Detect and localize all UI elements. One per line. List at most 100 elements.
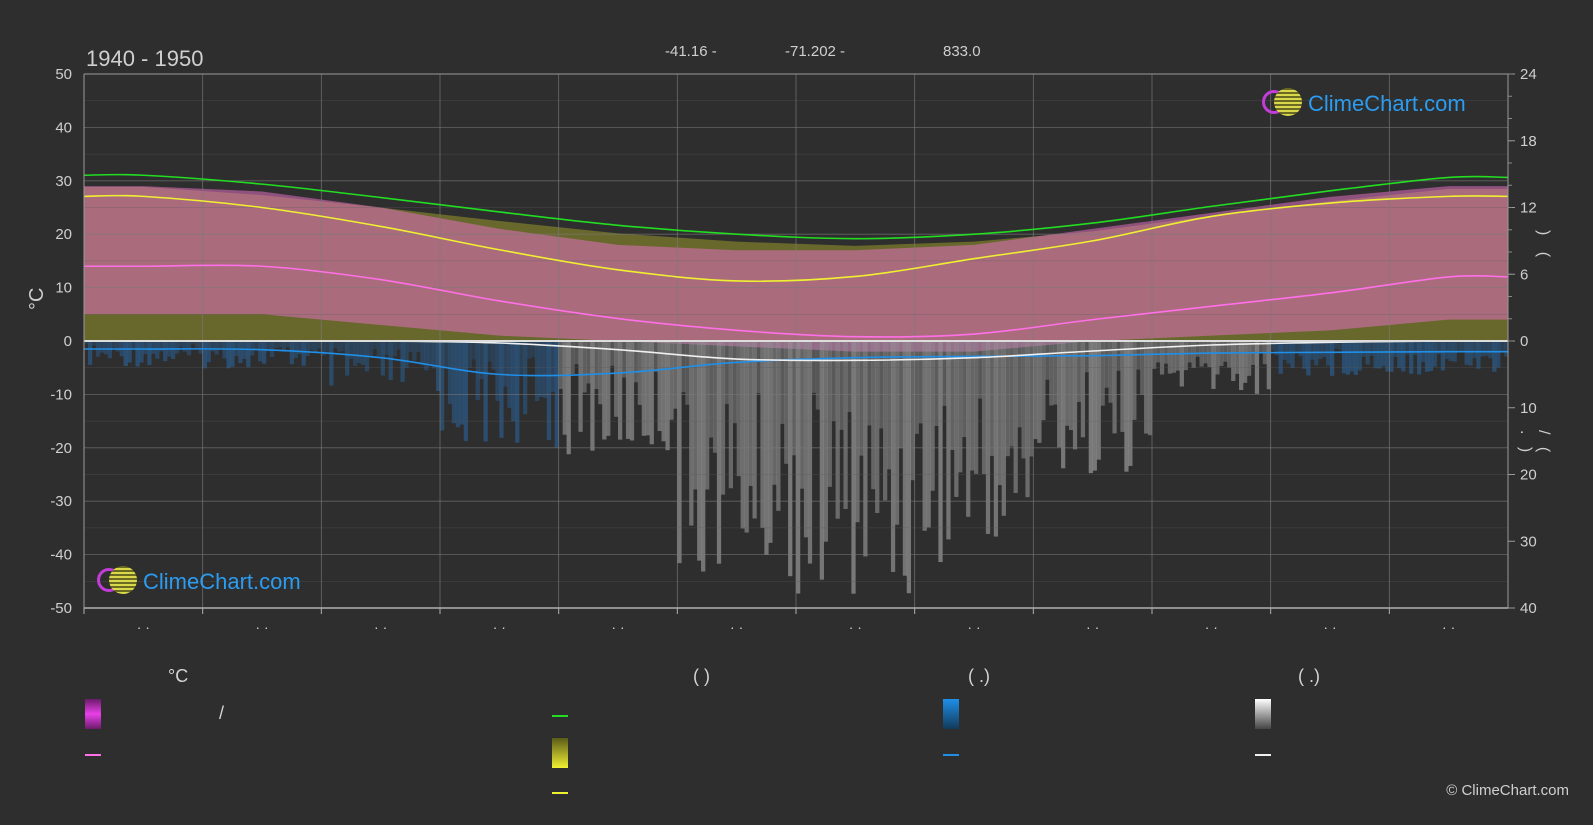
- precip-bar: [289, 341, 294, 365]
- precip-bar: [210, 341, 215, 352]
- precip-bar: [606, 341, 611, 436]
- left-tick-label: 50: [55, 66, 72, 83]
- precip-bar: [985, 341, 991, 534]
- precip-bar: [1072, 341, 1078, 450]
- precip-bar: [590, 341, 595, 451]
- precip-bar: [534, 341, 540, 402]
- precip-bar: [1235, 341, 1240, 374]
- precip-bar: [194, 341, 200, 348]
- precip-bar: [1405, 341, 1410, 355]
- precip-bar: [582, 341, 587, 393]
- precip-bar: [293, 341, 298, 358]
- precip-bar: [1413, 341, 1418, 356]
- precip-bar: [748, 341, 753, 486]
- precip-bar: [788, 341, 793, 577]
- precip-bar: [1171, 341, 1177, 373]
- left-tick-label: -50: [50, 600, 72, 617]
- precip-bar: [930, 341, 935, 491]
- precip-bar: [610, 341, 615, 366]
- precip-bar: [1013, 341, 1018, 493]
- logo-top[interactable]: ClimeChart.com: [1262, 88, 1466, 120]
- precip-bar: [1306, 341, 1311, 376]
- precip-bar: [1322, 341, 1327, 358]
- lines-layer: [83, 173, 1509, 377]
- precip-bar: [669, 341, 674, 420]
- precip-bar: [1246, 341, 1252, 376]
- precip-bar: [250, 341, 255, 356]
- precip-bar: [847, 341, 852, 413]
- precip-bar: [99, 341, 105, 353]
- precip-bar: [273, 341, 279, 348]
- precip-bar: [230, 341, 235, 367]
- precip-bar: [463, 341, 468, 442]
- precip-bar: [246, 341, 251, 368]
- precip-bar: [313, 341, 318, 352]
- legend-col4-header: ( .): [1298, 666, 1320, 686]
- precip-bar: [1215, 341, 1220, 375]
- month-label: · ·: [137, 619, 150, 635]
- logo-bottom[interactable]: ClimeChart.com: [97, 566, 301, 598]
- precip-bar: [356, 341, 362, 364]
- month-label: · ·: [255, 619, 268, 635]
- right-bottom-tick-label: 10: [1520, 400, 1537, 417]
- precip-bar: [455, 341, 461, 428]
- precip-bar: [329, 341, 334, 386]
- precip-bar: [265, 341, 271, 352]
- precip-bar: [993, 341, 999, 537]
- precip-bar: [1373, 341, 1378, 369]
- precip-bar: [1033, 341, 1038, 440]
- precip-bar: [352, 341, 358, 366]
- precip-bar: [950, 341, 955, 451]
- precip-bar: [91, 341, 97, 346]
- precip-bar: [958, 341, 963, 473]
- precip-bar: [1116, 341, 1121, 371]
- precip-bar: [827, 341, 832, 487]
- precip-bar: [1353, 341, 1358, 375]
- precip-bar: [1337, 341, 1343, 350]
- precip-bar: [1045, 341, 1050, 380]
- precip-bar: [1254, 341, 1260, 394]
- precip-bar: [875, 341, 880, 513]
- precip-bar: [633, 341, 639, 383]
- precip-bar: [1029, 341, 1034, 457]
- series-line-3: [83, 348, 1509, 377]
- precip-bar: [768, 341, 773, 543]
- precip-bar: [546, 341, 552, 440]
- left-tick-label: -10: [50, 386, 72, 403]
- precip-bar: [677, 341, 682, 564]
- precip-bar: [981, 341, 987, 475]
- precip-bar: [1326, 341, 1331, 366]
- precip-bar: [1349, 341, 1355, 372]
- precip-bar: [867, 341, 872, 426]
- precip-bar: [459, 341, 465, 425]
- precip-bar: [1294, 341, 1299, 353]
- precip-bar: [1124, 341, 1129, 472]
- precip-bar: [641, 341, 646, 436]
- precip-bar: [127, 341, 132, 363]
- precip-bar: [214, 341, 219, 355]
- precip-bar: [404, 341, 409, 368]
- precip-bar: [519, 341, 524, 374]
- precip-bar: [831, 341, 836, 422]
- precip-bar: [1120, 341, 1125, 432]
- precip-bar: [689, 341, 694, 526]
- precip-bar: [649, 341, 654, 445]
- legend-col1-header: °C: [168, 666, 189, 686]
- precip-bar: [1436, 341, 1442, 355]
- precip-bar: [1389, 341, 1394, 372]
- legend-col2-header: ( ): [693, 666, 710, 686]
- precip-bar: [879, 341, 884, 429]
- precip-bar: [190, 341, 196, 345]
- precip-bar: [388, 341, 393, 381]
- precip-bar: [1076, 341, 1082, 402]
- logo-icon: [97, 566, 137, 598]
- precip-bar: [1310, 341, 1315, 360]
- precip-bar: [1258, 341, 1264, 354]
- precip-bar: [1428, 341, 1434, 371]
- precip-bar: [1088, 341, 1093, 474]
- precip-bar: [1270, 341, 1275, 351]
- precip-bar: [349, 341, 354, 359]
- month-label: · ·: [967, 619, 980, 635]
- legend-snow-swatch: [1255, 699, 1271, 729]
- precip-bar: [708, 341, 714, 438]
